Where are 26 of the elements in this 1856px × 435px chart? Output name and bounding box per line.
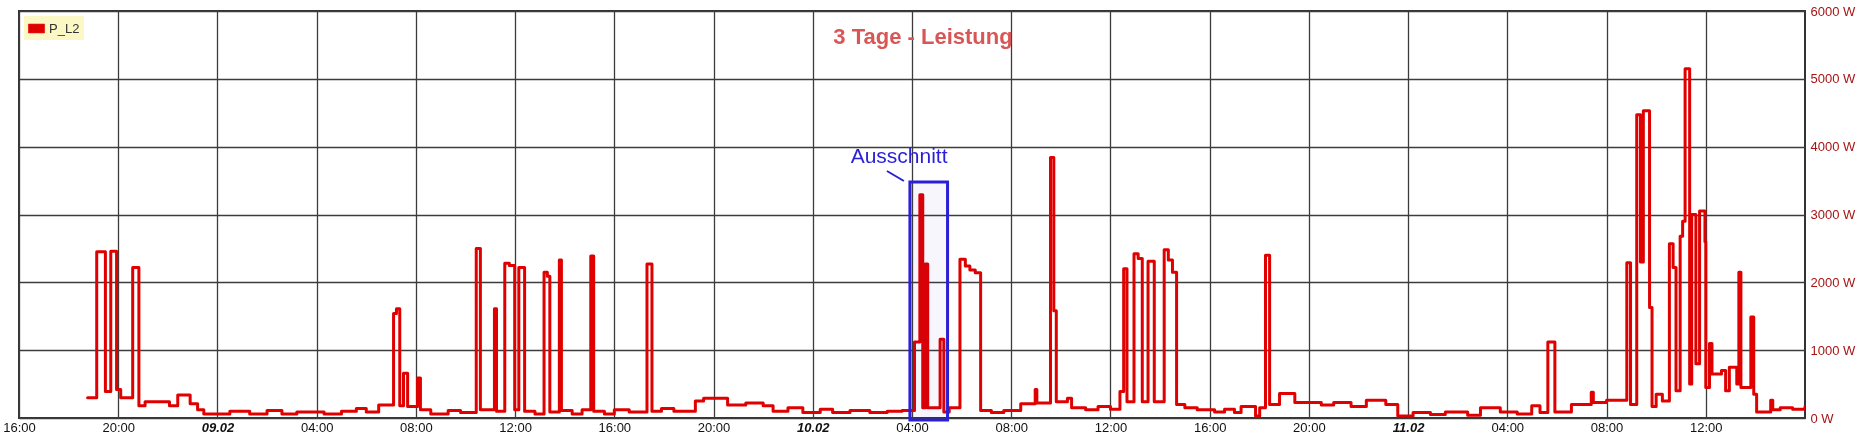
y-tick-label: 6000 W bbox=[1810, 3, 1856, 19]
y-tick-label: 2000 W bbox=[1810, 274, 1856, 290]
legend-label: P_L2 bbox=[49, 20, 80, 36]
x-tick-label: 12:00 bbox=[499, 419, 532, 435]
x-tick-label: 04:00 bbox=[300, 419, 334, 435]
x-tick-label: 20:00 bbox=[1293, 419, 1326, 435]
x-tick-label: 08:00 bbox=[1590, 419, 1624, 435]
x-tick-label: 04:00 bbox=[896, 419, 929, 435]
y-tick-label: 0 W bbox=[1810, 410, 1835, 426]
y-tick-label: 4000 W bbox=[1810, 139, 1856, 155]
x-tick-label: 16:00 bbox=[1193, 419, 1227, 435]
x-tick-label: 04:00 bbox=[1491, 419, 1525, 435]
x-tick-label: 12:00 bbox=[1094, 419, 1128, 435]
x-tick-label: 16:00 bbox=[598, 419, 632, 435]
y-tick-label: 5000 W bbox=[1810, 71, 1856, 87]
x-tick-label: 11.02 bbox=[1392, 419, 1426, 435]
x-tick-label: 20:00 bbox=[102, 419, 135, 435]
x-tick-label: 08:00 bbox=[400, 419, 433, 435]
x-tick-label: 08:00 bbox=[995, 419, 1028, 435]
y-tick-label: 1000 W bbox=[1810, 342, 1856, 358]
x-tick-label: 12:00 bbox=[1690, 419, 1723, 435]
x-tick-label: 16:00 bbox=[3, 419, 36, 435]
x-tick-label: 10.02 bbox=[797, 419, 831, 435]
x-tick-label: 20:00 bbox=[697, 419, 731, 435]
y-tick-label: 3000 W bbox=[1810, 207, 1856, 222]
x-tick-label: 09.02 bbox=[201, 419, 235, 435]
